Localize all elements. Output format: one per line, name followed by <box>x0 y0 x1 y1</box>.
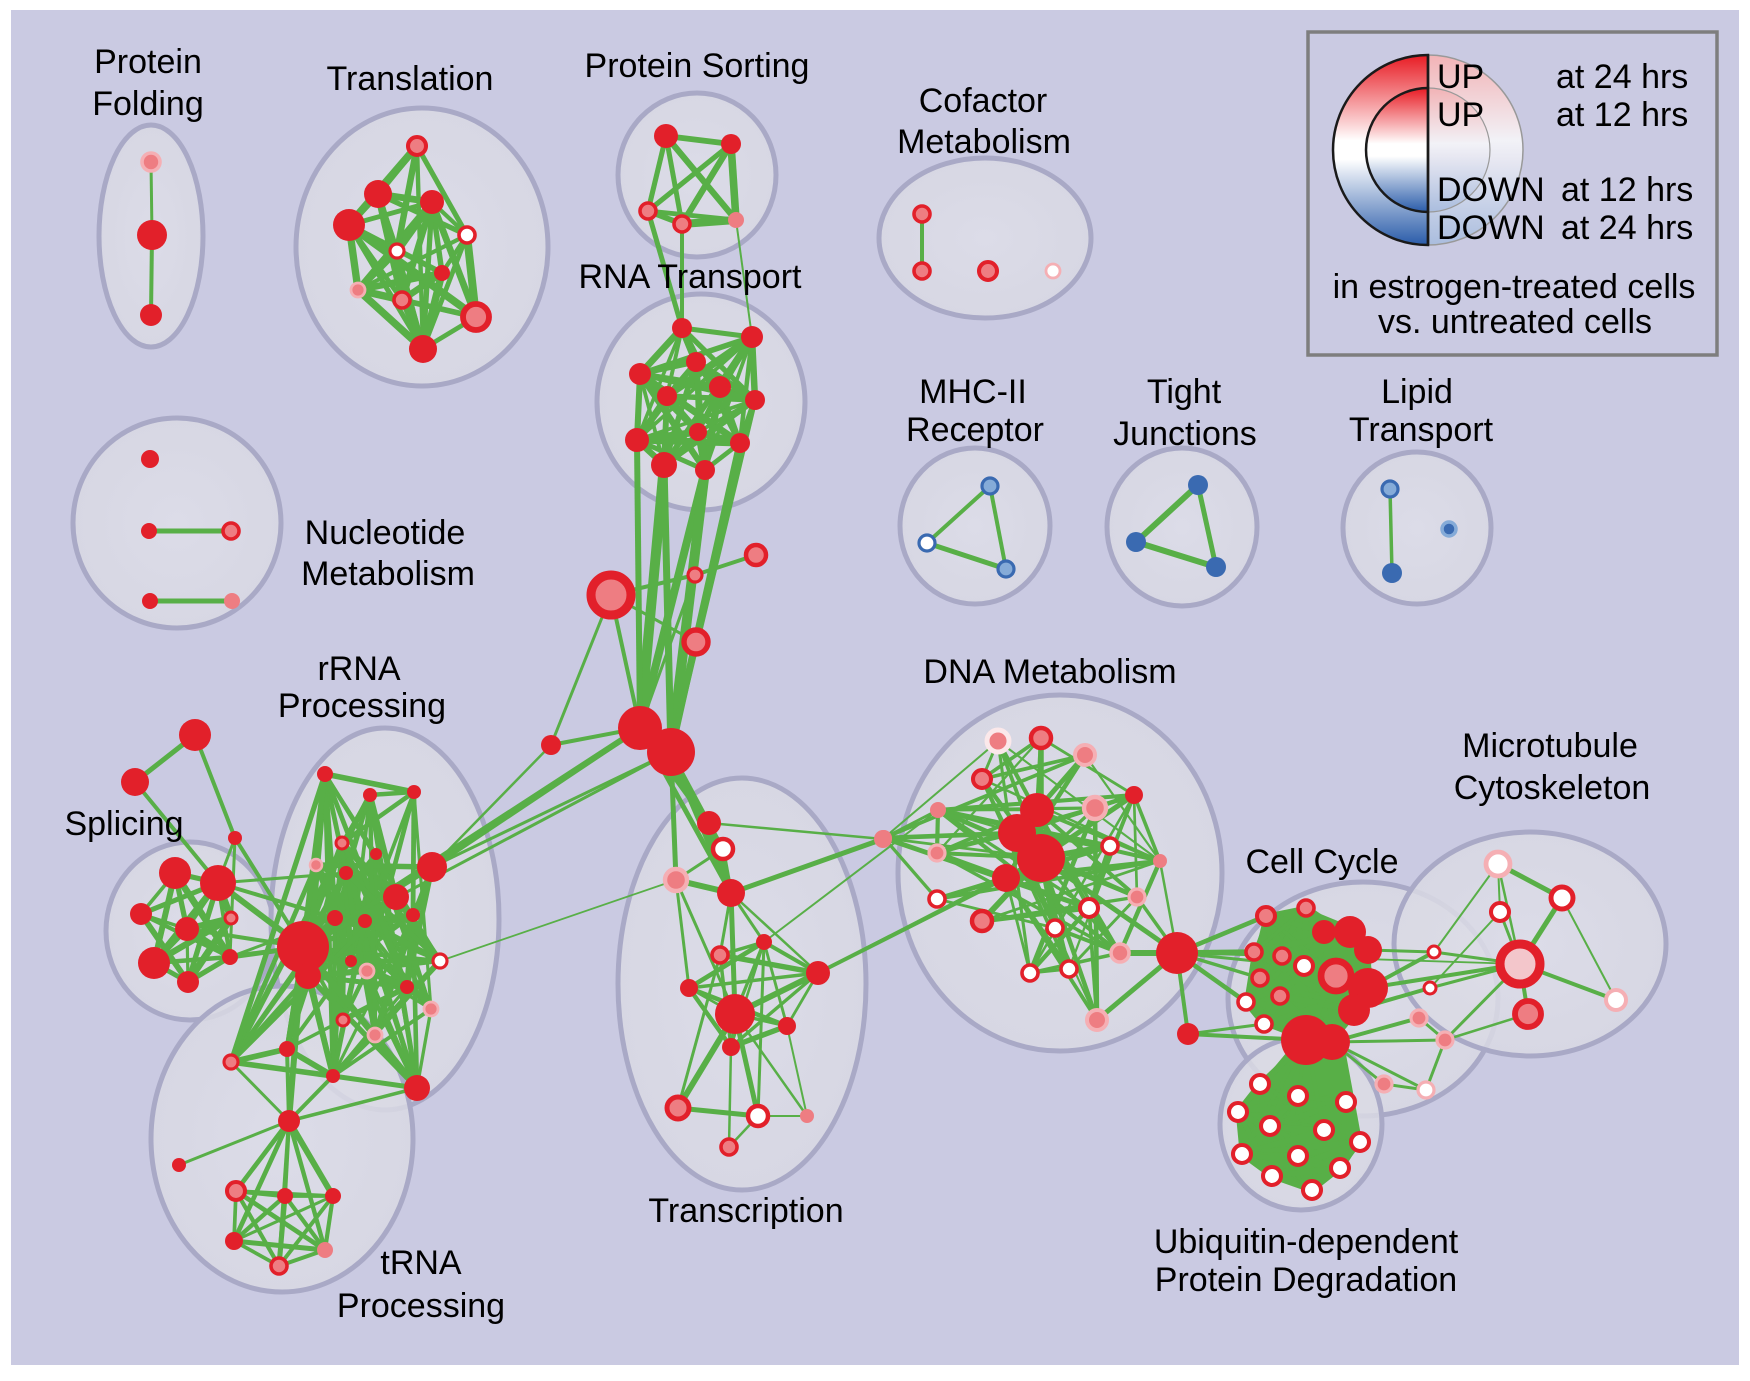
svg-text:Lipid: Lipid <box>1381 373 1453 411</box>
svg-text:Folding: Folding <box>92 85 204 123</box>
svg-text:Processing: Processing <box>278 687 446 725</box>
svg-text:Transcription: Transcription <box>648 1192 843 1230</box>
svg-text:Nucleotide: Nucleotide <box>305 514 466 552</box>
svg-text:at 12 hrs: at 12 hrs <box>1561 171 1693 209</box>
svg-text:Junctions: Junctions <box>1113 415 1257 453</box>
svg-text:Receptor: Receptor <box>906 411 1044 449</box>
svg-text:DOWN: DOWN <box>1437 209 1545 247</box>
svg-text:Metabolism: Metabolism <box>301 555 475 593</box>
svg-text:in estrogen-treated cells: in estrogen-treated cells <box>1333 268 1696 306</box>
svg-text:Cofactor: Cofactor <box>919 82 1048 120</box>
svg-text:RNA Transport: RNA Transport <box>579 258 803 296</box>
svg-text:UP: UP <box>1437 96 1484 134</box>
svg-text:Tight: Tight <box>1147 373 1222 411</box>
svg-text:Processing: Processing <box>337 1287 505 1325</box>
svg-text:at 24 hrs: at 24 hrs <box>1556 58 1688 96</box>
svg-text:Splicing: Splicing <box>64 805 183 843</box>
svg-text:Protein Degradation: Protein Degradation <box>1155 1261 1457 1299</box>
svg-text:Transport: Transport <box>1349 411 1494 449</box>
svg-text:DNA Metabolism: DNA Metabolism <box>923 653 1176 691</box>
svg-text:Cytoskeleton: Cytoskeleton <box>1454 769 1651 807</box>
svg-text:Cell Cycle: Cell Cycle <box>1245 843 1398 881</box>
svg-text:UP: UP <box>1437 58 1484 96</box>
svg-text:Protein: Protein <box>94 43 202 81</box>
svg-text:Metabolism: Metabolism <box>897 123 1071 161</box>
svg-text:MHC-II: MHC-II <box>919 373 1027 411</box>
svg-text:Translation: Translation <box>327 60 494 98</box>
svg-text:at 24 hrs: at 24 hrs <box>1561 209 1693 247</box>
svg-text:at 12 hrs: at 12 hrs <box>1556 96 1688 134</box>
svg-text:Protein Sorting: Protein Sorting <box>585 47 810 85</box>
svg-text:Ubiquitin-dependent: Ubiquitin-dependent <box>1154 1223 1459 1261</box>
svg-text:tRNA: tRNA <box>380 1244 462 1282</box>
svg-text:DOWN: DOWN <box>1437 171 1545 209</box>
svg-text:rRNA: rRNA <box>317 650 400 688</box>
svg-text:Microtubule: Microtubule <box>1462 727 1638 765</box>
svg-text:vs. untreated cells: vs. untreated cells <box>1378 303 1652 341</box>
